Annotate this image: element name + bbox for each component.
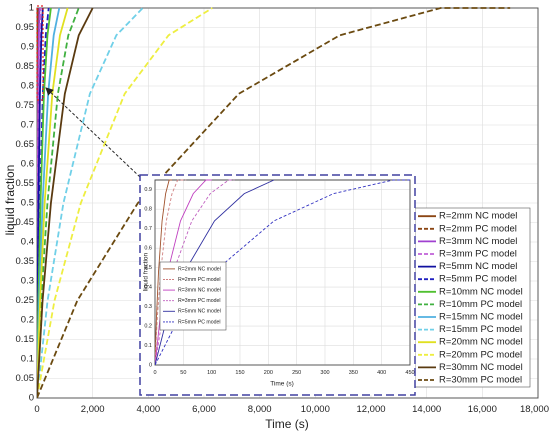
y-tick-label: 0.3 [21,276,34,287]
y-tick-label: 0.45 [16,217,35,228]
x-tick-label: 350 [349,370,358,376]
legend-label: R=2mm PC model [439,223,517,234]
y-tick-label: 0 [149,362,152,368]
y-tick-label: 0.85 [16,61,35,72]
y-tick-label: 0.6 [21,159,34,170]
legend-label: R=2mm NC model [178,266,221,272]
series-line [37,7,144,398]
legend-label: R=30mm NC model [439,362,523,373]
x-tick-label: 0 [34,404,39,415]
series-line [37,7,511,398]
y-tick-label: 0.5 [144,265,152,271]
legend-label: R=5mm NC model [439,261,517,272]
axes-frame [154,179,411,366]
y-tick-label: 0.4 [144,285,152,291]
x-tick-label: 16,000 [468,404,497,415]
x-tick-label: 10,000 [301,404,330,415]
legend-label: R=3mm NC model [439,236,517,247]
legend-label: R=20mm PC model [439,349,522,360]
x-tick-label: 6,000 [192,404,216,415]
series-line [37,7,94,398]
legend-label: R=5mm NC model [178,309,221,315]
y-tick-label: 0.65 [16,139,35,150]
legend-label: R=10mm NC model [439,286,523,297]
y-tick-label: 0.95 [16,22,35,33]
series-line [37,7,213,398]
y-tick-label: 0.1 [21,354,34,365]
x-axis-label: Time (s) [270,381,294,388]
y-tick-label: 0.25 [16,295,35,306]
y-tick-label: 0.4 [21,237,34,248]
legend-label: R=20mm NC model [439,337,523,348]
plot: 0 0.1 0.2 0.3 0.4 0.5 0.6 0.7 0.8 0.9 0 50 100 150 200… [143,179,415,388]
x-tick-label: 450 [405,370,414,376]
y-tick-label: 0.8 [144,207,152,213]
legend-label: R=15mm NC model [439,312,523,323]
x-tick-label: 14,000 [412,404,441,415]
x-tick-label: 4,000 [136,404,160,415]
legend-label: R=2mm PC model [178,277,221,283]
y-tick-label: 0.1 [144,343,152,349]
legend-label: R=5mm PC model [439,274,517,285]
legend-label: R=3mm PC model [178,298,221,304]
y-tick-label: 0.2 [21,315,34,326]
y-tick-label: 0.7 [144,226,152,232]
legend-label: R=3mm PC model [439,249,517,260]
legend-box [414,207,531,388]
x-tick-label: 400 [377,370,386,376]
x-tick-label: 18,000 [520,404,549,415]
y-axis-label: liquid fraction [3,165,17,236]
legend-label: R=3mm NC model [178,287,221,293]
y-tick-label: 0.9 [144,187,152,193]
x-tick-label: 250 [292,370,301,376]
series-line [37,7,80,398]
legend-label: R=2mm NC model [439,211,517,222]
legend-label: R=15mm PC model [439,324,522,335]
y-tick-label: 0.9 [21,42,34,53]
y-tick-label: 0.3 [144,304,152,310]
legend-box [159,261,227,331]
x-tick-label: 200 [264,370,273,376]
zoom-arrow [45,87,141,178]
x-tick-label: 12,000 [356,404,385,415]
y-axis-label: liquid fraction [143,252,150,291]
y-tick-label: 0.6 [144,246,152,252]
x-tick-label: 300 [320,370,329,376]
series-line [155,179,187,365]
x-axis-label: Time (s) [265,417,309,431]
y-tick-label: 0.75 [16,100,35,111]
x-tick-label: 150 [235,370,244,376]
y-tick-label: 0.35 [16,256,35,267]
x-tick-label: 8,000 [248,404,272,415]
zoom-region [36,5,44,101]
y-tick-label: 0.15 [16,334,35,345]
y-tick-label: 0.8 [21,81,34,92]
series-line [37,7,69,398]
x-tick-label: 0 [153,370,156,376]
y-tick-label: 0 [29,393,34,404]
x-tick-label: 100 [207,370,216,376]
y-tick-label: 0.2 [144,324,152,330]
series-line [155,179,172,365]
y-tick-label: 0.7 [21,120,34,131]
y-tick-label: 0.05 [16,373,35,384]
legend-label: R=5mm PC model [178,319,221,325]
y-tick-label: 0.5 [21,198,34,209]
y-tick-label: 0.55 [16,178,35,189]
legend-label: R=10mm PC model [439,299,522,310]
x-tick-label: 50 [180,370,186,376]
x-tick-label: 2,000 [81,404,105,415]
y-tick-label: 1 [29,3,34,14]
legend-label: R=30mm PC model [439,375,522,386]
